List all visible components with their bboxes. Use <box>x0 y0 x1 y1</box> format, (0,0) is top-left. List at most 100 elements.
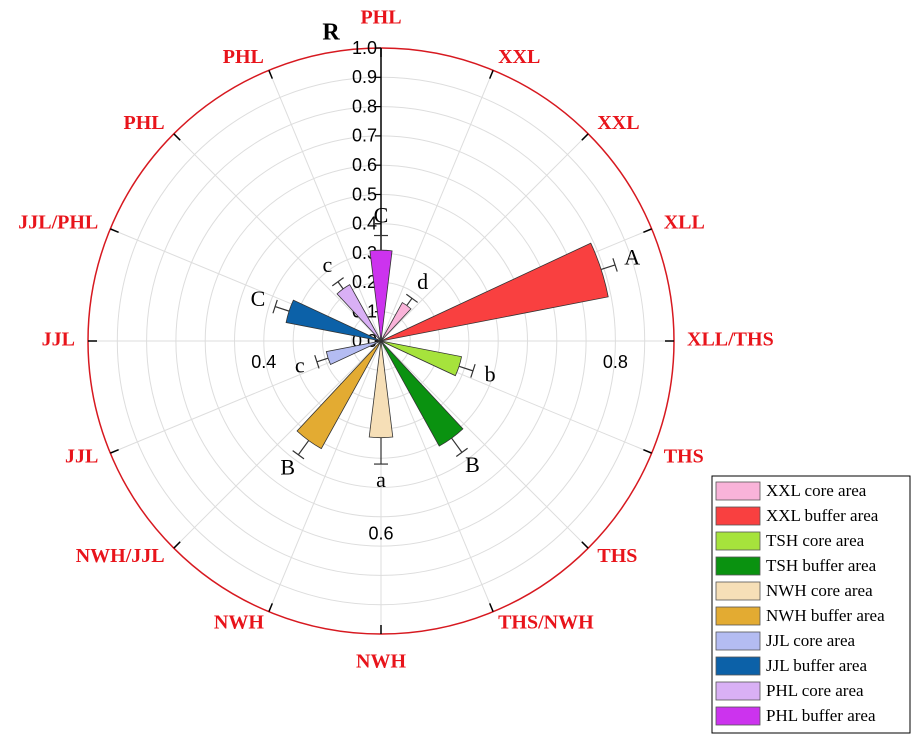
significance-letter: d <box>417 269 428 294</box>
direction-tick <box>643 228 652 234</box>
legend-label: NWH core area <box>766 581 873 600</box>
r-tick-label: 0.6 <box>352 155 377 175</box>
error-bar <box>451 437 463 453</box>
error-cap <box>314 354 320 369</box>
spoke <box>380 133 589 342</box>
significance-letter: a <box>376 467 386 492</box>
legend-label: TSH buffer area <box>766 556 877 575</box>
bar <box>368 340 394 439</box>
bar <box>369 249 393 342</box>
direction-tick <box>581 541 589 549</box>
error-bar <box>316 357 329 363</box>
legend-label: TSH core area <box>766 531 865 550</box>
spoke-tick-label: 0.4 <box>251 352 276 372</box>
direction-tick <box>173 541 181 549</box>
error-cap <box>455 447 468 458</box>
legend-swatch <box>715 706 761 726</box>
direction-label: PHL <box>360 7 401 29</box>
direction-label: NWH/JJL <box>76 545 165 567</box>
spoke-tick-label: 0.8 <box>603 352 628 372</box>
direction-label: THS <box>597 545 637 567</box>
direction-label: PHL <box>223 46 264 68</box>
legend-label: NWH buffer area <box>766 606 885 625</box>
significance-letter: B <box>280 454 295 479</box>
direction-tick <box>268 70 274 79</box>
direction-label: XLL/THS <box>687 329 774 351</box>
direction-tick <box>173 133 181 141</box>
direction-tick <box>268 603 274 612</box>
direction-label: XLL <box>664 211 705 233</box>
legend-swatch <box>715 631 761 651</box>
spoke <box>268 340 382 612</box>
direction-label: XXL <box>498 46 540 68</box>
significance-letter: c <box>322 252 332 277</box>
spoke <box>268 70 382 342</box>
direction-label: JJL/PHL <box>18 211 98 233</box>
significance-letter: C <box>374 203 389 228</box>
legend-swatch <box>715 506 761 526</box>
significance-letter: c <box>295 352 305 377</box>
legend-swatch <box>715 556 761 576</box>
direction-tick <box>110 448 119 454</box>
legend-swatch <box>715 681 761 701</box>
direction-label: THS/NWH <box>498 611 594 633</box>
significance-letter: B <box>465 452 480 477</box>
legend-swatch <box>715 531 761 551</box>
spoke <box>173 133 382 342</box>
significance-letter: b <box>485 361 496 386</box>
error-bar <box>458 365 474 372</box>
error-bar <box>337 281 344 290</box>
spoke <box>380 70 494 342</box>
direction-label: XXL <box>597 112 639 134</box>
direction-tick <box>643 448 652 454</box>
axis-label: R <box>322 20 340 46</box>
legend-label: XXL buffer area <box>766 506 879 525</box>
spoke <box>380 340 494 612</box>
bar <box>380 242 609 342</box>
error-bar <box>297 440 310 456</box>
r-tick-label: 0.2 <box>352 272 377 292</box>
spoke-tick-label: 0.6 <box>368 524 393 544</box>
direction-tick <box>488 70 494 79</box>
spoke <box>173 340 382 549</box>
legend-label: PHL core area <box>766 681 864 700</box>
error-cap <box>612 258 618 272</box>
bar <box>325 340 382 366</box>
error-bar <box>600 264 616 271</box>
error-cap <box>272 299 278 314</box>
error-cap <box>292 450 305 460</box>
error-cap <box>470 364 476 378</box>
legend-swatch <box>715 656 761 676</box>
error-cap <box>331 277 344 287</box>
bar <box>380 340 464 447</box>
direction-tick <box>581 133 589 141</box>
error-bar <box>406 297 413 306</box>
r-tick-label: 1.0 <box>352 38 377 58</box>
r-tick-label: 0.7 <box>352 126 377 146</box>
error-bar <box>274 306 290 312</box>
legend-label: JJL core area <box>766 631 855 650</box>
r-tick-label: 0.4 <box>352 214 377 234</box>
r-tick-label: 0.9 <box>352 67 377 87</box>
direction-label: PHL <box>124 112 165 134</box>
spoke <box>380 340 589 549</box>
significance-letter: A <box>624 244 640 269</box>
significance-letter: C <box>251 286 266 311</box>
direction-tick <box>488 603 494 612</box>
direction-label: JJL <box>65 446 98 468</box>
direction-label: THS <box>664 446 704 468</box>
r-tick-label: 0.5 <box>352 184 377 204</box>
direction-label: NWH <box>214 611 264 633</box>
legend-swatch <box>715 581 761 601</box>
r-tick-label: 0.8 <box>352 96 377 116</box>
direction-tick <box>110 228 119 234</box>
legend-label: JJL buffer area <box>766 656 867 675</box>
error-cap <box>405 293 419 303</box>
direction-label: NWH <box>356 651 406 673</box>
legend-swatch <box>715 606 761 626</box>
legend-label: PHL buffer area <box>766 706 876 725</box>
legend-label: XXL core area <box>766 481 867 500</box>
direction-label: JJL <box>42 329 75 351</box>
legend-swatch <box>715 481 761 501</box>
